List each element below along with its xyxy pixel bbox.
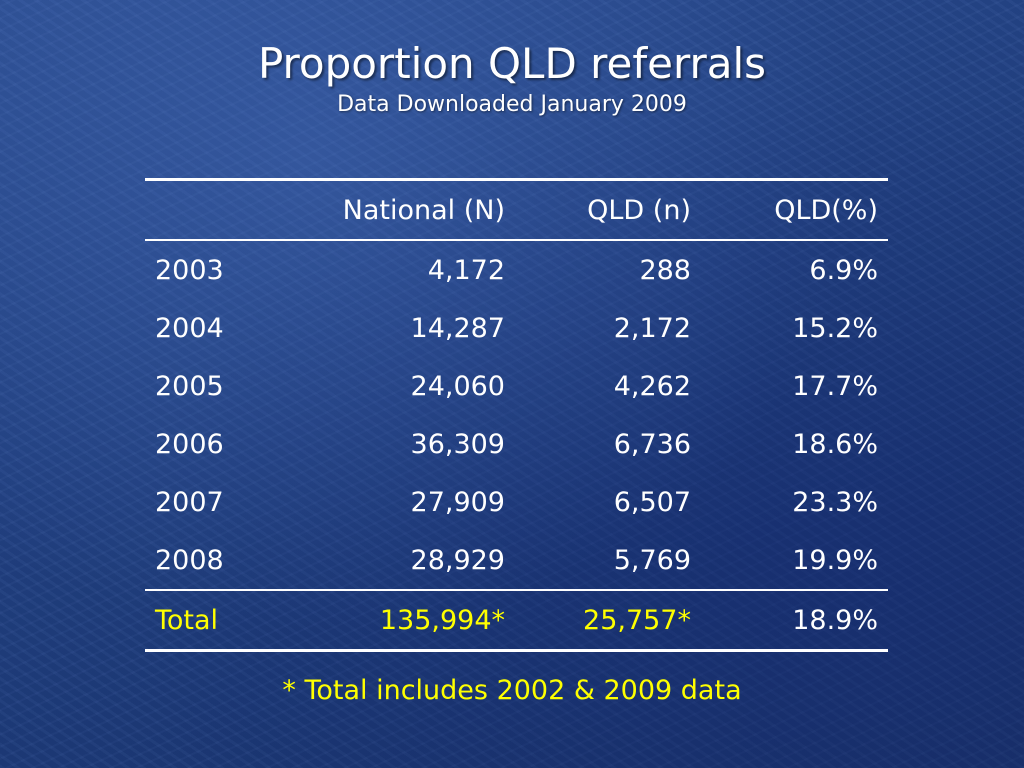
header-year	[145, 180, 255, 241]
national-cell: 14,287	[410, 312, 505, 344]
qld-percent-cell: 19.9%	[792, 544, 878, 576]
footnote: * Total includes 2002 & 2009 data	[282, 675, 742, 706]
qld-percent-cell: 23.3%	[792, 486, 878, 518]
national-cell: 36,309	[410, 428, 505, 460]
qld-count-cell: 6,736	[613, 428, 691, 460]
qld-count-cell: 288	[639, 254, 691, 286]
national-cell: 27,909	[410, 486, 505, 518]
qld-count-cell: 6,507	[613, 486, 691, 518]
referrals-table: National (N) QLD (n) QLD(%) 2003 4,172 2…	[145, 178, 888, 652]
total-qld-percent: 18.9%	[792, 604, 878, 636]
slide-subtitle: Data Downloaded January 2009	[337, 92, 687, 117]
table-row: 2006 36,309 6,736 18.6%	[145, 415, 888, 473]
header-national: National (N)	[342, 194, 505, 226]
qld-count-cell: 2,172	[613, 312, 691, 344]
year-cell: 2006	[155, 428, 224, 460]
qld-percent-cell: 17.7%	[792, 370, 878, 402]
total-row: Total 135,994* 25,757* 18.9%	[145, 590, 888, 651]
year-cell: 2004	[155, 312, 224, 344]
total-national: 135,994*	[379, 604, 505, 636]
table-row: 2008 28,929 5,769 19.9%	[145, 531, 888, 590]
slide-title: Proportion QLD referrals	[257, 39, 767, 88]
table-body: 2003 4,172 288 6.9% 2004 14,287 2,172 15…	[145, 240, 888, 651]
year-cell: 2003	[155, 254, 224, 286]
qld-percent-cell: 15.2%	[792, 312, 878, 344]
national-cell: 4,172	[427, 254, 505, 286]
total-qld-count: 25,757*	[583, 604, 691, 636]
table-header: National (N) QLD (n) QLD(%)	[145, 179, 888, 241]
year-cell: 2008	[155, 544, 224, 576]
qld-percent-cell: 6.9%	[809, 254, 878, 286]
year-cell: 2005	[155, 370, 224, 402]
header-qld-percent: QLD(%)	[774, 194, 878, 226]
year-cell: 2007	[155, 486, 224, 518]
total-label: Total	[155, 604, 219, 636]
header-row: National (N) QLD (n) QLD(%)	[145, 179, 888, 241]
qld-count-cell: 4,262	[613, 370, 691, 402]
table-row: 2004 14,287 2,172 15.2%	[145, 299, 888, 357]
header-qld-count: QLD (n)	[587, 194, 691, 226]
referrals-table-container: National (N) QLD (n) QLD(%) 2003 4,172 2…	[145, 178, 888, 652]
national-cell: 24,060	[410, 370, 505, 402]
table-row: 2003 4,172 288 6.9%	[145, 240, 888, 299]
qld-percent-cell: 18.6%	[792, 428, 878, 460]
national-cell: 28,929	[410, 544, 505, 576]
qld-count-cell: 5,769	[613, 544, 691, 576]
table-row: 2007 27,909 6,507 23.3%	[145, 473, 888, 531]
table-row: 2005 24,060 4,262 17.7%	[145, 357, 888, 415]
